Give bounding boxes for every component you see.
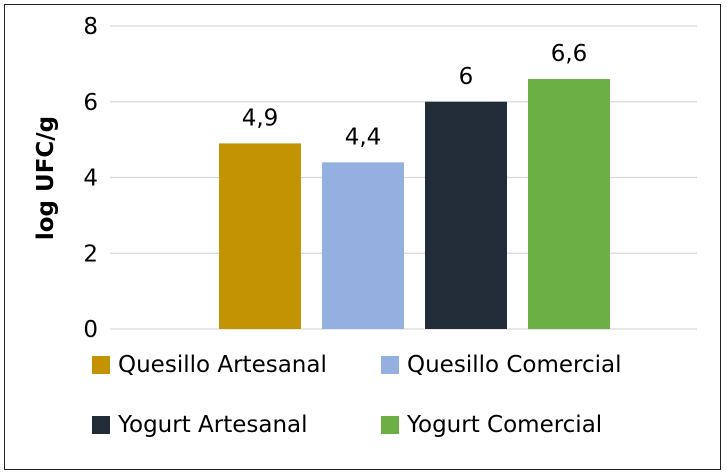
y-tick-label: 4 xyxy=(83,166,98,192)
bar-yogurt-artesanal xyxy=(425,101,507,329)
legend-item: Quesillo Artesanal xyxy=(92,350,327,380)
y-tick-label: 8 xyxy=(83,14,98,40)
legend-item: Quesillo Comercial xyxy=(381,350,622,380)
data-label: 4,4 xyxy=(345,124,382,150)
y-tick-label: 6 xyxy=(83,90,98,116)
data-label: 6,6 xyxy=(551,41,588,67)
y-tick-label: 2 xyxy=(83,241,98,267)
legend-item: Yogurt Artesanal xyxy=(92,410,308,440)
legend-swatch xyxy=(92,356,110,374)
legend-item: Yogurt Comercial xyxy=(381,410,602,440)
legend-label: Quesillo Artesanal xyxy=(118,352,327,378)
bar-quesillo-comercial xyxy=(322,162,404,329)
bars xyxy=(219,79,610,330)
legend-label: Yogurt Artesanal xyxy=(118,412,308,438)
legend-swatch xyxy=(381,356,399,374)
legend-swatch xyxy=(381,416,399,434)
data-label: 4,9 xyxy=(242,105,279,131)
bar-quesillo-artesanal xyxy=(219,143,301,329)
y-tick-label: 0 xyxy=(83,317,98,343)
legend-swatch xyxy=(92,416,110,434)
data-labels: 4,9 4,4 6 6,6 xyxy=(242,41,588,150)
data-label: 6 xyxy=(459,64,474,90)
legend-label: Quesillo Comercial xyxy=(407,352,622,378)
legend-label: Yogurt Comercial xyxy=(407,412,603,438)
y-axis-label: log UFC/g xyxy=(33,116,59,240)
y-axis-ticks: 0 2 4 6 8 xyxy=(83,14,98,343)
bar-yogurt-comercial xyxy=(528,79,610,330)
